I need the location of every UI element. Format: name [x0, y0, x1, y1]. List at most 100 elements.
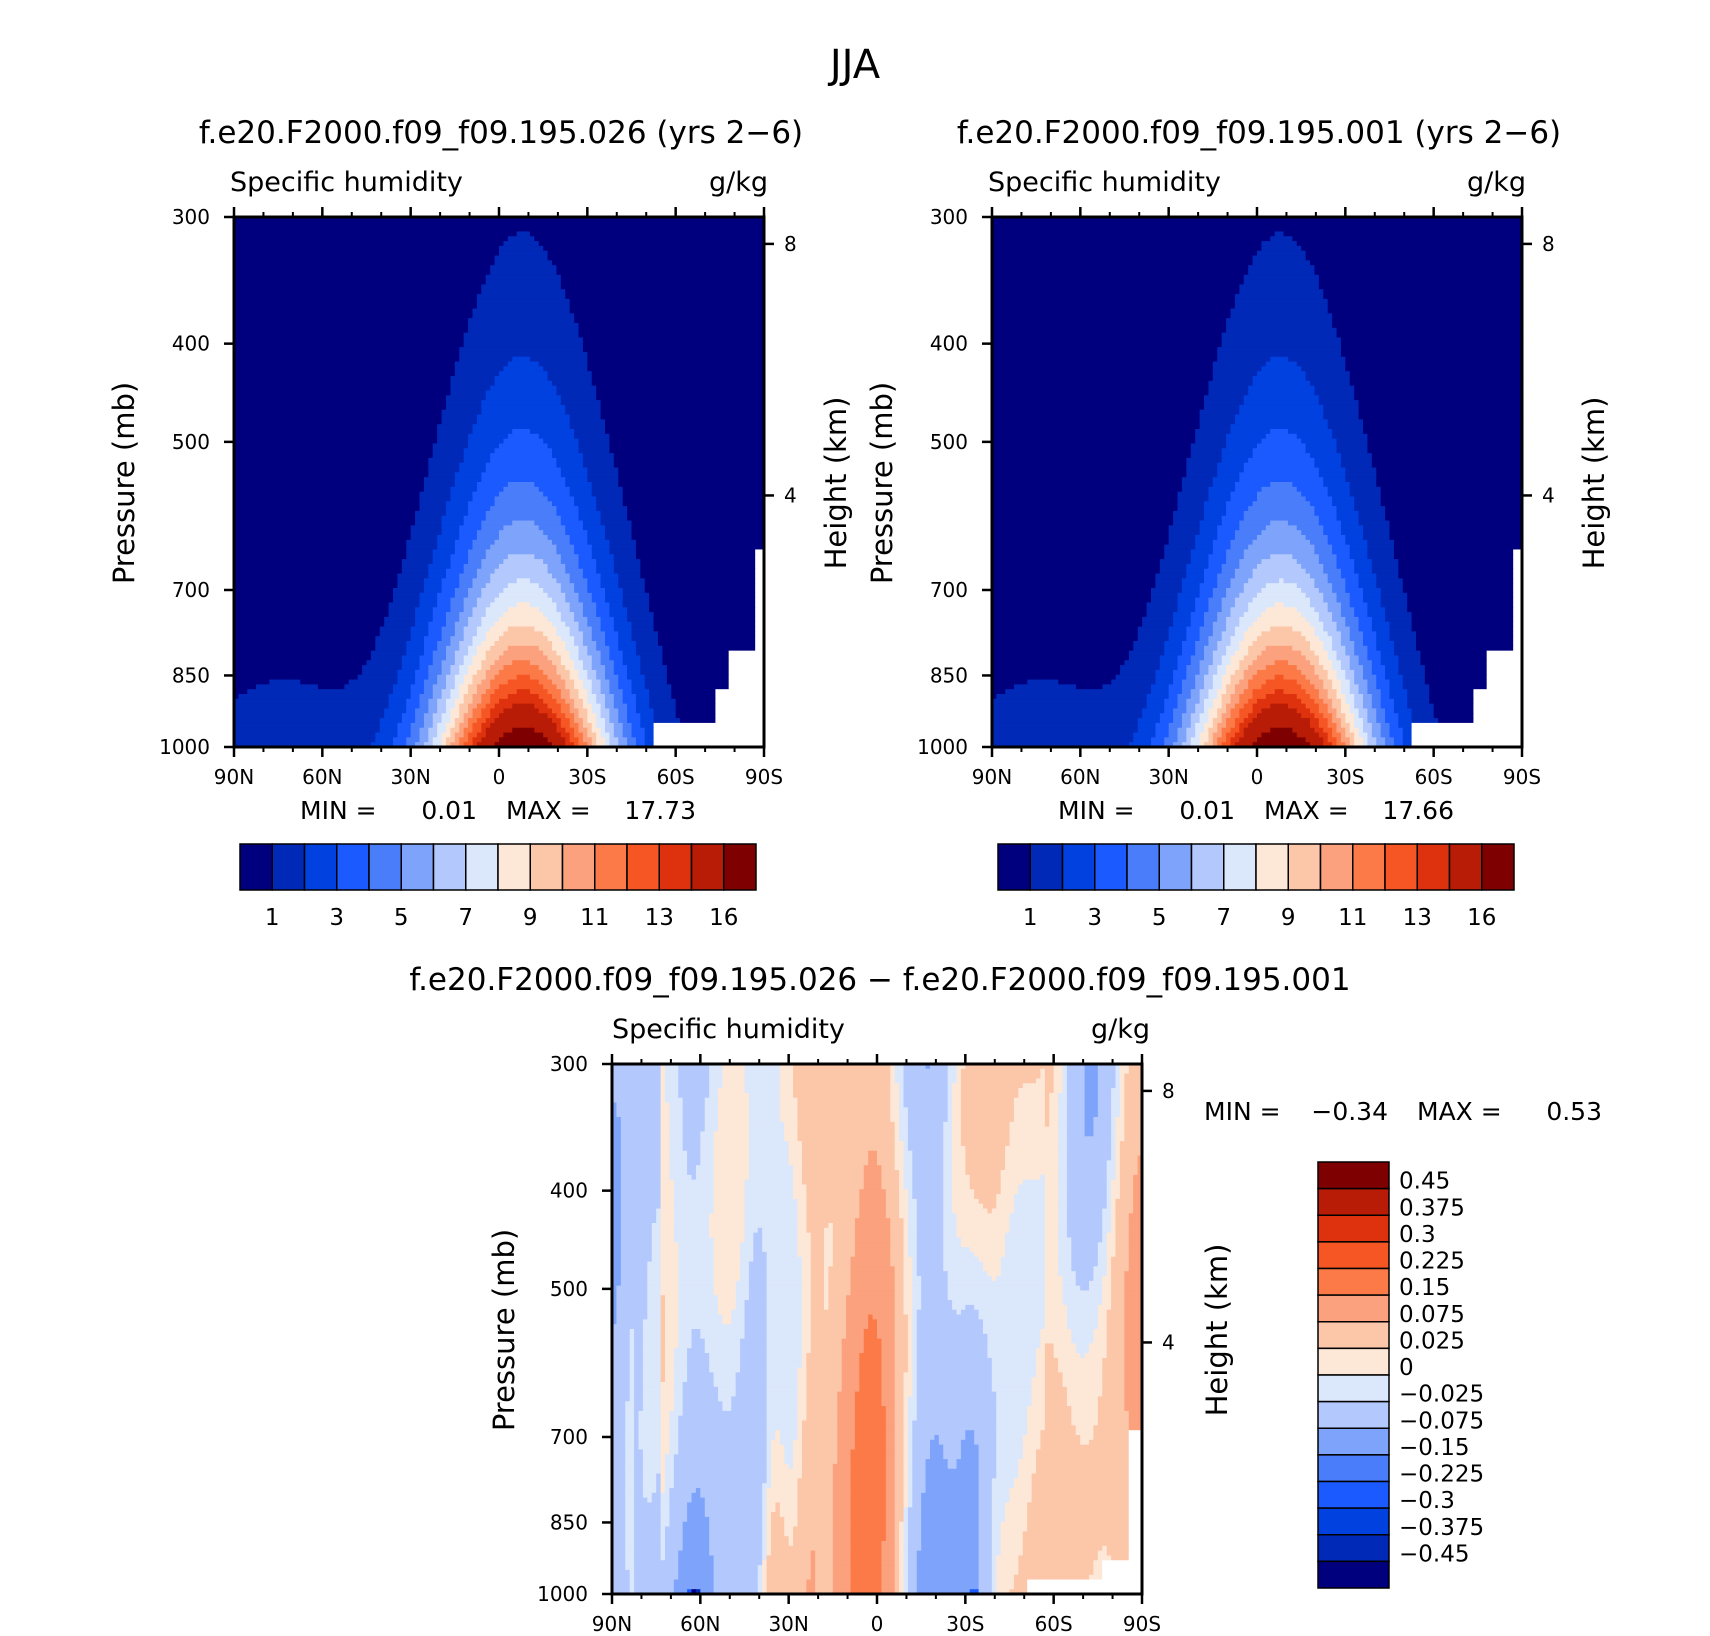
field-cell	[651, 1256, 662, 1263]
field-cell	[634, 1459, 644, 1465]
field-cell	[1204, 510, 1227, 517]
field-cell	[618, 742, 628, 748]
field-cell	[1097, 1314, 1108, 1320]
field-cell	[1407, 597, 1514, 604]
field-cell	[1208, 669, 1218, 676]
field-cell	[1310, 539, 1329, 546]
field-cell	[992, 525, 1170, 531]
x-tick-label: 60S	[657, 765, 695, 789]
field-cell	[1137, 1170, 1143, 1176]
field-cell	[1044, 1357, 1059, 1364]
field-cell	[629, 1382, 635, 1388]
field-cell	[634, 1435, 640, 1441]
field-cell	[441, 530, 460, 536]
field-cell	[1058, 1126, 1068, 1133]
colorbar-swatch	[723, 843, 757, 891]
field-cell	[234, 265, 491, 271]
field-cell	[1058, 1170, 1068, 1176]
field-cell	[481, 409, 566, 416]
field-cell	[437, 438, 469, 445]
field-cell	[1402, 578, 1514, 584]
field-cell	[1093, 1271, 1108, 1277]
field-cell	[428, 631, 443, 637]
field-cell	[801, 1256, 812, 1263]
field-cell	[837, 1449, 852, 1455]
field-cell	[565, 713, 575, 719]
field-cell	[1230, 660, 1240, 666]
field-cell	[1230, 636, 1245, 642]
field-cell	[744, 1179, 794, 1186]
field-cell	[543, 530, 566, 536]
field-cell	[744, 1068, 781, 1075]
field-cell	[952, 1150, 966, 1157]
field-cell	[1318, 718, 1329, 724]
field-cell	[538, 361, 588, 367]
field-cell	[1204, 515, 1223, 522]
field-cell	[612, 1141, 622, 1147]
field-cell	[1151, 588, 1183, 594]
field-cell	[678, 1266, 715, 1272]
field-cell	[832, 1473, 852, 1479]
field-cell	[903, 1223, 909, 1229]
field-cell	[423, 650, 434, 657]
field-cell	[446, 727, 452, 734]
field-cell	[824, 1266, 830, 1272]
field-cell	[1252, 742, 1311, 748]
field-cell	[682, 1131, 701, 1137]
field-cell	[912, 1333, 918, 1340]
field-cell	[1119, 1092, 1125, 1099]
field-cell	[912, 1377, 918, 1383]
field-cell	[992, 453, 1192, 459]
field-cell	[700, 1145, 715, 1152]
field-cell	[1146, 602, 1179, 608]
field-cell	[1106, 1203, 1112, 1210]
field-cell	[635, 703, 650, 710]
field-cell	[1000, 1170, 1059, 1176]
field-cell	[1234, 419, 1329, 425]
field-cell	[1292, 727, 1316, 734]
field-cell	[631, 722, 641, 729]
field-cell	[1354, 650, 1369, 657]
field-cell	[709, 1227, 746, 1234]
field-cell	[1327, 650, 1338, 657]
field-cell	[485, 631, 505, 637]
field-cell	[678, 1425, 768, 1431]
field-cell	[718, 1391, 737, 1398]
field-cell	[1340, 457, 1373, 464]
field-cell	[766, 1463, 772, 1470]
field-cell	[1257, 496, 1307, 502]
field-cell	[850, 1459, 887, 1465]
field-cell	[552, 380, 593, 387]
field-cell	[1018, 1184, 1046, 1190]
field-cell	[432, 612, 447, 618]
field-cell	[1199, 669, 1210, 676]
field-cell	[627, 607, 650, 613]
field-cell	[801, 1439, 838, 1446]
field-cell	[1044, 1324, 1068, 1330]
field-cell	[1261, 366, 1302, 372]
field-cell	[1111, 1097, 1121, 1104]
field-cell	[1106, 1343, 1125, 1349]
field-cell	[1217, 535, 1236, 541]
field-cell	[1354, 703, 1364, 710]
field-cell	[682, 1391, 719, 1398]
field-cell	[620, 1218, 657, 1224]
field-cell	[454, 544, 474, 551]
field-cell	[850, 1285, 896, 1292]
field-cell	[1323, 621, 1338, 628]
field-cell	[709, 1367, 741, 1373]
field-cell	[907, 1468, 913, 1475]
field-cell	[1115, 1227, 1130, 1234]
field-cell	[485, 674, 496, 681]
field-cell	[983, 1203, 997, 1210]
field-cell	[644, 674, 668, 681]
field-cell	[494, 380, 553, 387]
field-cell	[1128, 1454, 1143, 1460]
field-cell	[992, 510, 1174, 517]
field-cell	[1402, 684, 1430, 690]
field-cell	[806, 1353, 843, 1359]
field-cell	[797, 1117, 891, 1123]
field-cell	[234, 742, 372, 748]
field-cell	[673, 1362, 688, 1369]
field-cell	[565, 621, 580, 628]
